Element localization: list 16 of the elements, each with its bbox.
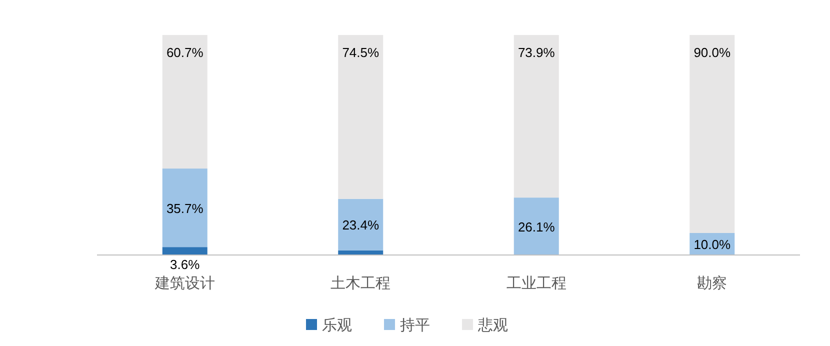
data-label: 23.4% xyxy=(342,218,380,233)
data-label: 35.7% xyxy=(166,200,204,216)
x-tick-label: 工业工程 xyxy=(506,275,566,292)
x-tick-label: 土木工程 xyxy=(330,275,391,292)
x-tick-label: 勘察 xyxy=(697,275,728,292)
data-label: 10.0% xyxy=(694,237,731,252)
x-tick-label: 建筑设计 xyxy=(154,275,215,292)
data-label: 26.1% xyxy=(518,219,556,234)
data-label: 3.6% xyxy=(170,257,200,272)
legend-label: 乐观 xyxy=(322,317,352,334)
data-label: 73.9% xyxy=(518,45,556,60)
data-label: 60.7% xyxy=(166,45,204,60)
data-label: 90.0% xyxy=(694,45,731,60)
legend-label: 悲观 xyxy=(477,317,508,334)
data-label: 74.5% xyxy=(342,45,380,60)
legend-label: 持平 xyxy=(400,317,430,334)
